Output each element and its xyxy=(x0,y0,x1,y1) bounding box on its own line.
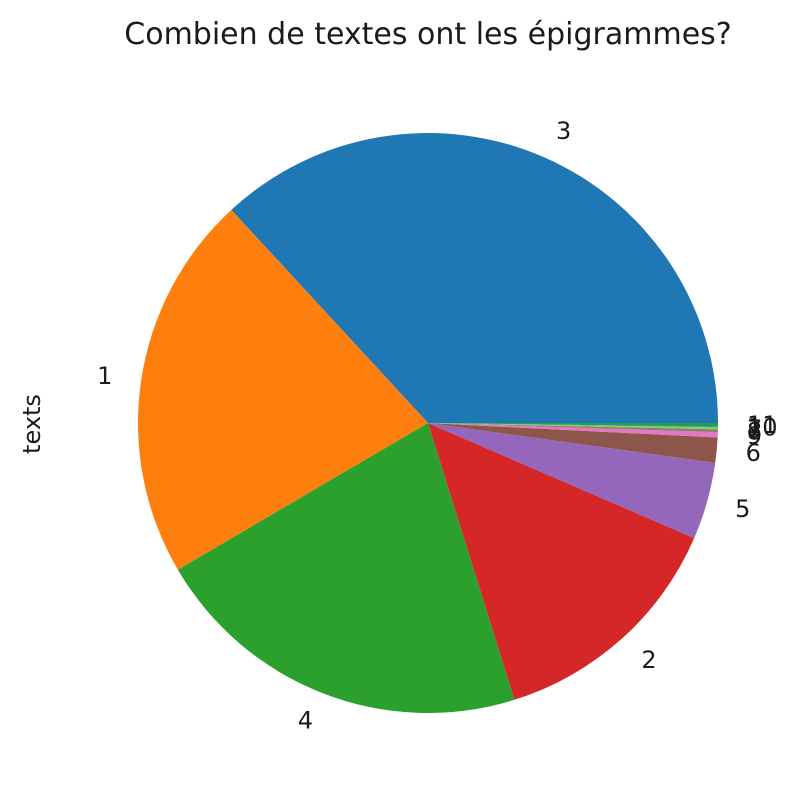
slice-label-6: 6 xyxy=(746,439,761,467)
pie-slices xyxy=(137,133,718,713)
pie-slice-9 xyxy=(428,423,718,438)
slice-label-10: 10 xyxy=(747,414,778,442)
chart-title: Combien de textes ont les épigrammes? xyxy=(124,17,731,52)
slice-label-7: 7 xyxy=(747,415,762,443)
slice-label-3: 3 xyxy=(556,117,571,145)
slice-label-2: 2 xyxy=(641,646,656,674)
pie-slice-4 xyxy=(177,423,515,713)
pie-slice-3 xyxy=(231,133,718,423)
slice-label-9: 9 xyxy=(747,422,762,450)
pie-slice-2 xyxy=(428,423,695,700)
y-axis-label: texts xyxy=(18,394,46,454)
pie-slice-1 xyxy=(137,209,428,570)
slice-label-5: 5 xyxy=(735,495,750,523)
slice-label-1: 1 xyxy=(97,362,112,390)
slice-label-4: 4 xyxy=(298,707,313,735)
pie-slice-7 xyxy=(428,423,718,430)
slice-label-11: 11 xyxy=(747,411,778,439)
pie-slice-11 xyxy=(428,423,718,427)
pie-slice-6 xyxy=(428,423,718,463)
pie-slice-8 xyxy=(428,423,718,433)
pie-slice-5 xyxy=(428,423,716,539)
pie-slice-10 xyxy=(428,423,718,428)
slice-label-8: 8 xyxy=(747,418,762,446)
